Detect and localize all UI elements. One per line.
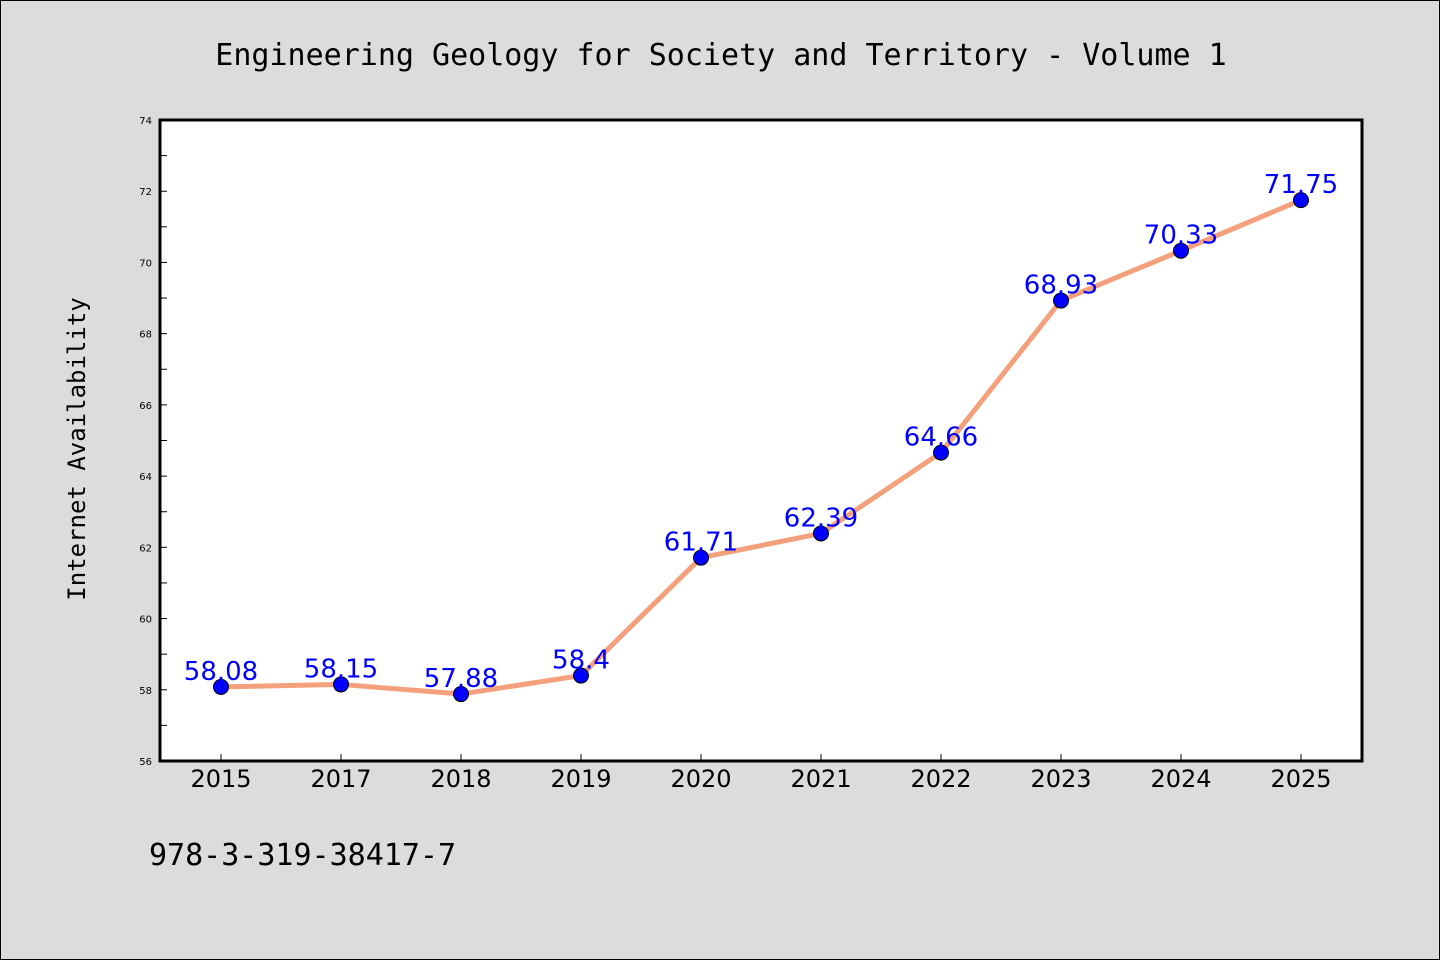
x-tick-label: 2018 <box>430 765 491 793</box>
data-point <box>813 525 829 542</box>
data-point <box>573 667 589 684</box>
y-axis-label: Internet Availability <box>63 297 91 600</box>
y-tick-label: 72 <box>139 187 152 198</box>
data-point <box>1053 292 1069 309</box>
data-labels: 58.08 58.15 57.88 58.4 61.71 62.39 64.66 68.93 7… <box>184 170 1338 694</box>
y-tick-label: 58 <box>139 686 152 697</box>
series-internet-availability <box>213 192 1309 703</box>
y-tick-label: 64 <box>139 472 152 483</box>
y-tick-label: 70 <box>139 258 152 269</box>
data-point <box>333 676 349 693</box>
data-label: 71.75 <box>1264 170 1338 200</box>
data-label: 58.4 <box>552 646 610 676</box>
data-point <box>1293 192 1309 209</box>
y-tick-label: 56 <box>139 757 152 768</box>
x-tick-label: 2017 <box>310 765 371 793</box>
data-label: 58.08 <box>184 657 258 687</box>
plot-area <box>158 118 1364 763</box>
chart-title: Engineering Geology for Society and Terr… <box>215 38 1226 73</box>
data-label: 57.88 <box>424 664 498 694</box>
x-tick-label: 2025 <box>1270 765 1331 793</box>
data-label: 58.15 <box>304 654 378 684</box>
x-axis: 2015 2017 2018 2019 2020 2021 2022 2023 2024 2025 <box>190 754 1332 793</box>
data-point <box>693 549 709 566</box>
data-point <box>933 444 949 461</box>
data-label: 62.39 <box>784 503 858 533</box>
y-tick-label: 66 <box>139 401 152 412</box>
x-tick-label: 2020 <box>670 765 731 793</box>
y-tick-label: 60 <box>139 615 152 626</box>
data-label: 64.66 <box>904 423 978 453</box>
x-tick-label: 2021 <box>790 765 851 793</box>
x-tick-label: 2022 <box>910 765 971 793</box>
data-label: 68.93 <box>1024 271 1098 301</box>
data-point <box>453 686 469 703</box>
x-tick-label: 2023 <box>1030 765 1091 793</box>
series-line <box>218 197 1304 697</box>
x-tick-label: 2024 <box>1150 765 1211 793</box>
y-tick-label: 62 <box>139 543 152 554</box>
data-label: 61.71 <box>664 528 738 558</box>
y-tick-label: 74 <box>139 116 152 127</box>
data-point <box>1173 242 1189 259</box>
data-label: 70.33 <box>1144 221 1218 251</box>
data-point <box>213 678 229 695</box>
y-axis: 56 58 60 62 64 66 68 70 72 74 <box>139 116 167 768</box>
y-tick-label: 68 <box>139 330 152 341</box>
x-tick-label: 2019 <box>550 765 611 793</box>
x-tick-label: 2015 <box>190 765 251 793</box>
footnote-isbn: 978-3-319-38417-7 <box>149 838 456 873</box>
